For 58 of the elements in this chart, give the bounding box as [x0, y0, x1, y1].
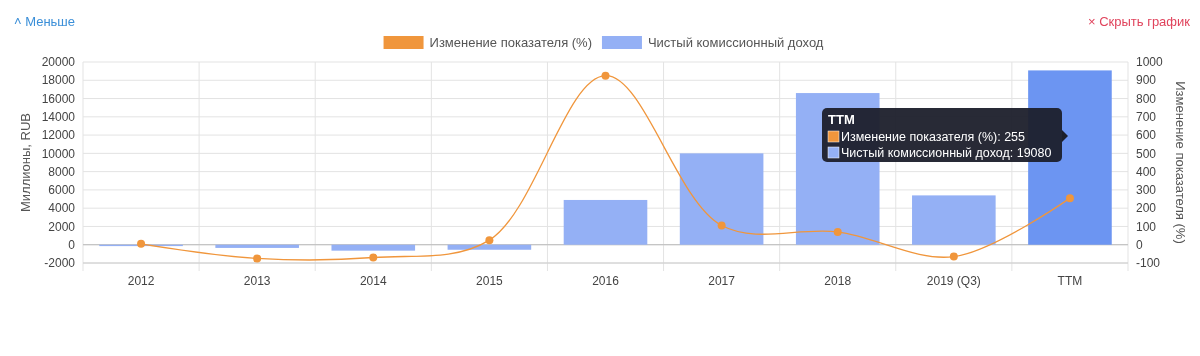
bar	[679, 153, 764, 245]
tooltip: TTM Изменение показателя (%): 255 Чистый комиссионный доход: 19080	[822, 108, 1068, 162]
x-tick-label: 2018	[824, 274, 852, 288]
y-tick-label: 6000	[48, 183, 76, 198]
text: ˄ Меньше	[14, 14, 76, 29]
y-tick-label: 0	[68, 237, 76, 252]
y-tick-label: 8000	[48, 164, 76, 179]
y2-tick-label: 500	[1136, 146, 1157, 161]
y-tick-label: 20000	[41, 55, 76, 70]
point	[253, 254, 262, 263]
y-tick-label: 14000	[41, 110, 76, 125]
y-tick-label: 10000	[41, 146, 76, 161]
x-tick-label: 2016	[592, 274, 620, 288]
y-tick-label: 18000	[41, 73, 76, 88]
point	[601, 71, 610, 80]
text: × Скрыть график	[1087, 14, 1191, 29]
y-tick-label: 4000	[48, 201, 76, 216]
annotation: TTM	[828, 112, 855, 127]
bar	[912, 195, 996, 245]
bar	[331, 244, 416, 251]
x-tick-label: TTM	[1057, 274, 1083, 288]
y-tick-label: 16000	[41, 91, 76, 106]
y2-tick-label: -100	[1136, 256, 1161, 271]
y-tick-label: 2000	[48, 219, 76, 234]
x-tick-label: 2012	[127, 274, 155, 288]
y2-tick-label: 900	[1136, 73, 1157, 88]
point	[1065, 194, 1074, 203]
y2-tick-label: 700	[1136, 110, 1157, 125]
annotation: Изменение показателя (%): 255	[841, 130, 1026, 144]
point	[137, 239, 146, 248]
point	[485, 236, 494, 245]
y-tick-label: -2000	[44, 256, 76, 271]
point	[717, 221, 726, 230]
y-axis-title: Миллионы, RUB	[18, 113, 33, 212]
y2-tick-label: 100	[1136, 219, 1157, 234]
y2-tick-label: 600	[1136, 128, 1157, 143]
x-tick-label: 2019 (Q3)	[926, 274, 981, 288]
x-tick-label: 2013	[243, 274, 271, 288]
point	[369, 253, 378, 262]
x-tick-label: 2015	[476, 274, 504, 288]
y-tick-label: 12000	[41, 128, 76, 143]
y2-tick-label: 800	[1136, 91, 1157, 106]
bar	[215, 244, 299, 248]
legend-label: Чистый комиссионный доход	[647, 35, 824, 50]
y2-tick-label: 0	[1136, 237, 1143, 252]
legend-label: Изменение показателя (%)	[429, 35, 593, 50]
x-tick-label: 2014	[359, 274, 387, 288]
point	[833, 227, 842, 236]
y2-tick-label: 1000	[1136, 55, 1164, 70]
annotation: Чистый комиссионный доход: 19080	[841, 146, 1052, 160]
y2-tick-label: 400	[1136, 164, 1157, 179]
y2-axis-title: Изменение показателя (%)	[1173, 81, 1188, 244]
point	[949, 252, 958, 261]
y2-tick-label: 200	[1136, 201, 1157, 216]
x-tick-label: 2017	[708, 274, 736, 288]
bar	[447, 244, 532, 250]
y2-tick-label: 300	[1136, 183, 1157, 198]
bar	[563, 199, 648, 245]
